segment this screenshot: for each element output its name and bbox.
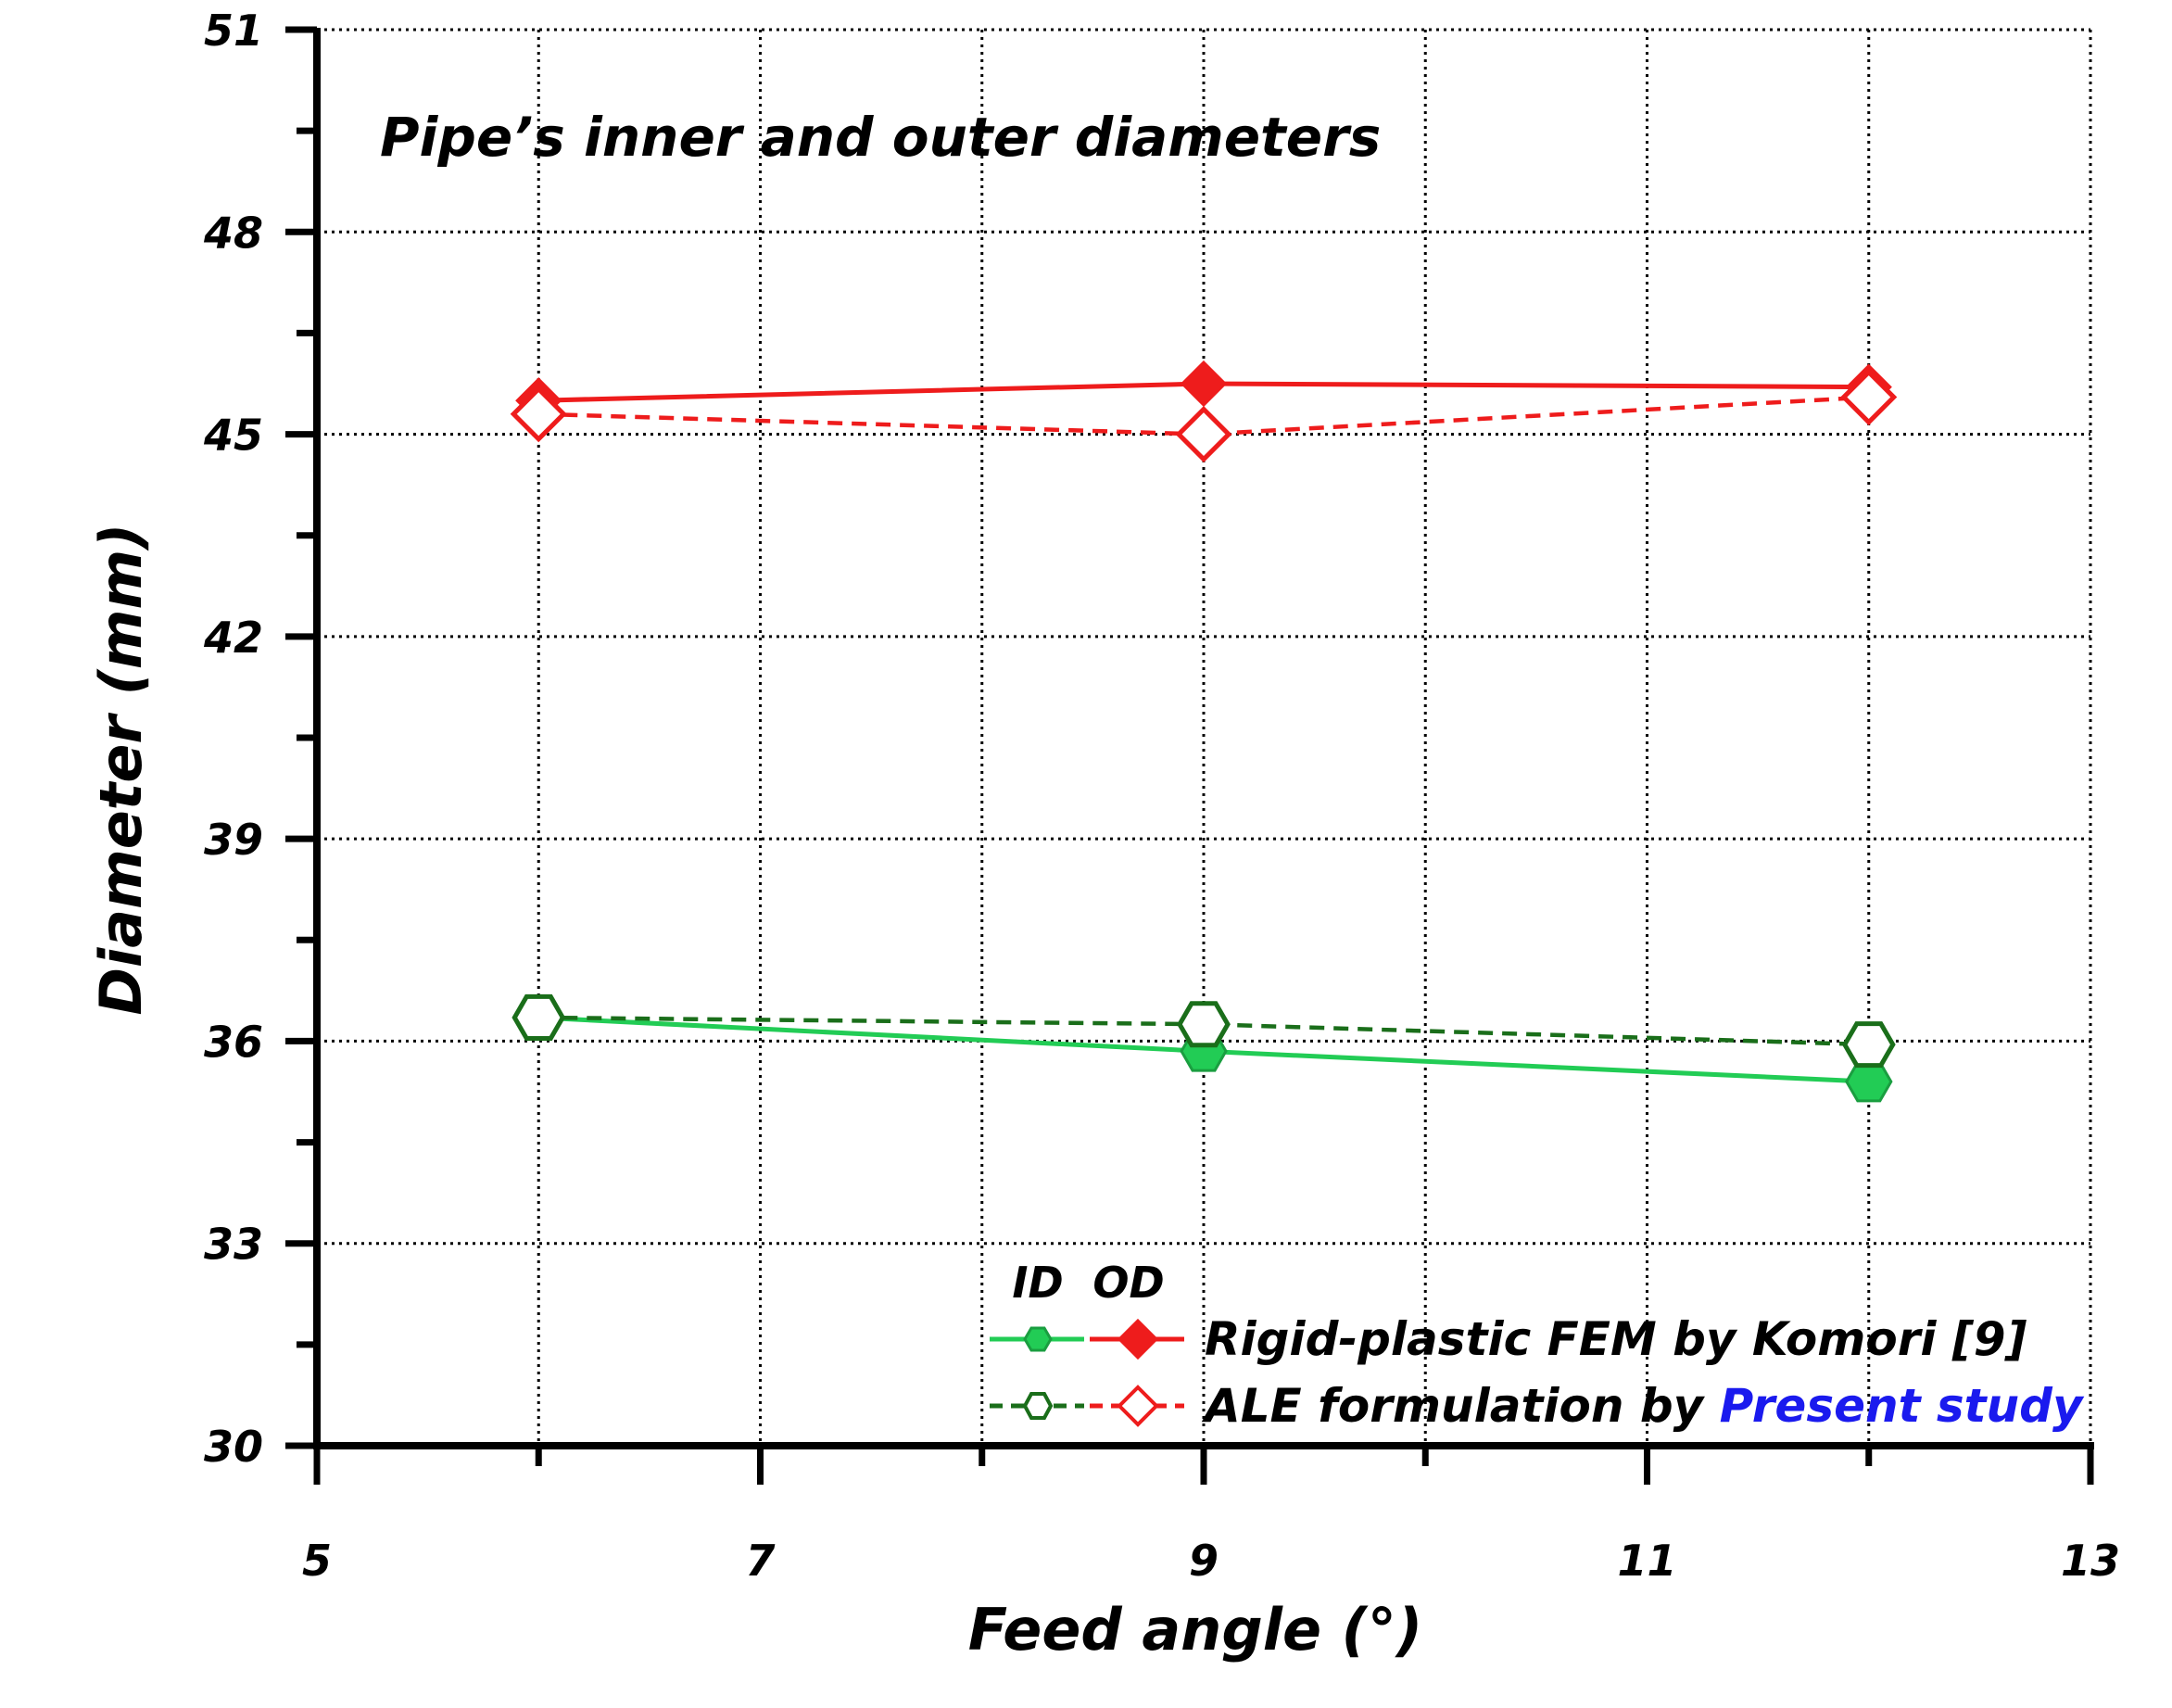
legend-marker-od-open [1117,1385,1159,1427]
series [510,360,1898,1103]
legend-marker-id-filled [1023,1326,1053,1352]
legend-entry-komori: Rigid-plastic FEM by Komori [9] [990,1312,2027,1366]
data-point [1845,1060,1893,1103]
data-point [1177,1001,1231,1048]
grid-lines [317,28,2092,1446]
y-tick-label: 33 [204,1220,263,1270]
series-id-present [511,993,1896,1069]
x-tick-label: 13 [2061,1536,2120,1586]
data-point [511,993,566,1041]
y-tick-label: 36 [204,1017,263,1067]
x-tick-label: 11 [1617,1536,1676,1586]
data-point [1180,360,1228,408]
x-axis-title: Feed angle (°) [968,1596,1423,1664]
legend-marker-od-filled [1117,1318,1159,1360]
legend-text-komori: Rigid-plastic FEM by Komori [9] [1205,1312,2027,1366]
legend-text-highlight: Present study [1720,1379,2085,1433]
legend-text-present: ALE formulation by Present study [1201,1379,2085,1433]
y-axis-title: Diameter (mm) [87,524,155,1016]
y-tick-label: 42 [203,613,263,663]
x-tick-label: 7 [745,1536,775,1586]
legend-entry-present: ALE formulation by Present study [990,1379,2085,1433]
series-od-present [510,369,1898,463]
x-tick-label: 5 [302,1536,332,1586]
x-tick-label: 9 [1189,1536,1219,1586]
axes [285,26,2094,1485]
y-tick-label: 39 [204,815,263,865]
y-tick-label: 45 [203,411,263,461]
y-tick-label: 30 [204,1422,263,1472]
y-tick-label: 51 [204,6,263,56]
chart-title: Pipe’s inner and outer diameters [380,106,1381,169]
tick-labels: 30 33 36 39 42 45 48 51 5 7 9 11 13 [203,6,2120,1586]
data-point [1841,1021,1896,1069]
data-point [1175,406,1232,463]
legend-header-od: OD [1092,1258,1164,1308]
legend-text-prefix: ALE formulation by [1201,1379,1720,1433]
legend-header-id: ID [1012,1258,1063,1308]
series-line [538,395,1869,436]
legend-marker-id-open [1022,1392,1054,1420]
data-point [1840,369,1898,426]
y-tick-label: 48 [203,208,263,258]
data-point [510,386,567,443]
legend: ID OD Rigid-plastic FEM by Komori [9] AL… [990,1258,2085,1433]
